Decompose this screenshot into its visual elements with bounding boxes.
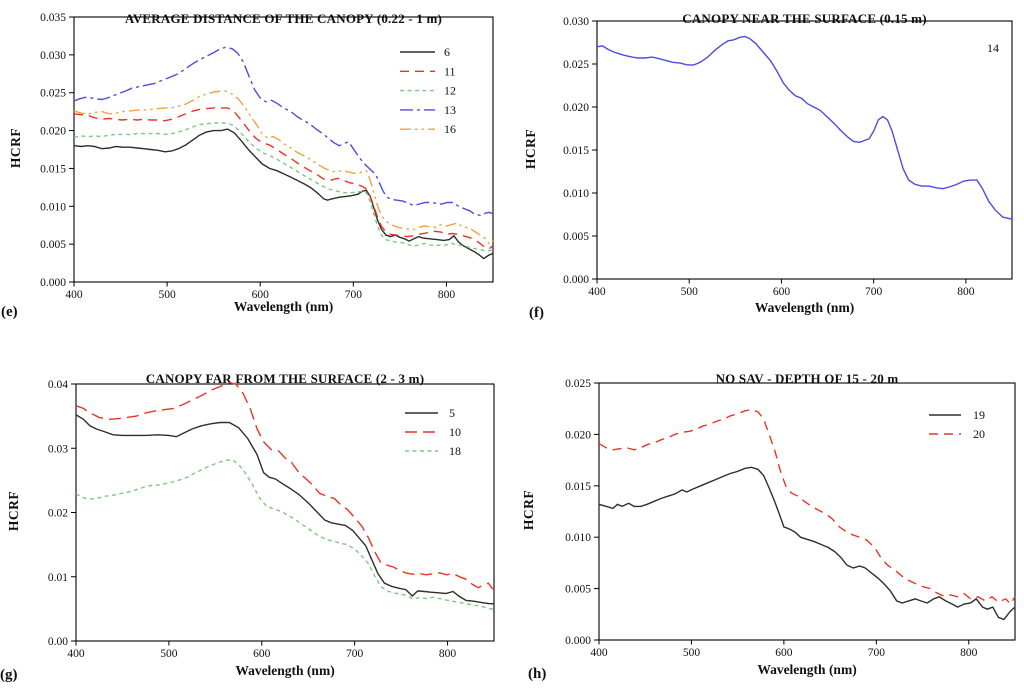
x-tick-label: 600: [775, 647, 793, 659]
y-tick-label: 0.020: [40, 126, 66, 138]
y-tick-label: 0.020: [563, 102, 589, 114]
y-tick-label: 0.025: [565, 378, 591, 390]
x-tick-label: 400: [588, 286, 606, 298]
x-tick-label: 800: [438, 289, 456, 301]
x-tick-label: 400: [65, 289, 83, 301]
plot-area: 400 500 600 700 800 0.000 0.005 0.010 0.015 0.020…: [563, 16, 1013, 298]
y-tick-label: 0.005: [565, 584, 591, 596]
y-tick-label: 0.005: [40, 239, 66, 251]
x-tick-label: 700: [345, 289, 363, 301]
panel-title: AVERAGE DISTANCE OF THE CANOPY (0.22 - 1…: [124, 10, 443, 26]
panel-title: CANOPY NEAR THE SURFACE (0.15 m): [682, 10, 927, 26]
legend-label-16: 16: [444, 122, 456, 136]
series-18-line: [75, 459, 495, 611]
y-tick-label: 0.030: [40, 50, 66, 62]
y-tick-label: 0.020: [565, 429, 591, 441]
series-16-line: [73, 90, 494, 246]
x-axis-label: Wavelength (nm): [233, 299, 334, 314]
x-tick-label: 500: [160, 648, 178, 660]
y-tick-label: 0.030: [563, 16, 589, 28]
plot-area: 400 500 600 700 800 0.000 0.005 0.010 0.015 0.020…: [565, 378, 1016, 659]
x-tick-label: 800: [957, 286, 975, 298]
plot-frame: [75, 383, 495, 642]
y-tick-label: 0.000: [40, 277, 66, 289]
series-6-line: [73, 128, 494, 260]
x-tick-label: 700: [868, 647, 886, 659]
legend-label-19: 19: [973, 408, 985, 422]
y-tick-label: 0.03: [48, 443, 68, 455]
legend-label-5: 5: [449, 406, 455, 420]
legend-label-14: 14: [987, 41, 999, 55]
y-tick-label: 0.01: [48, 572, 68, 584]
x-tick-label: 500: [683, 647, 701, 659]
panel-title: CANOPY FAR FROM THE SURFACE (2 - 3 m): [145, 370, 425, 386]
x-tick-label: 800: [960, 647, 978, 659]
series-20-line: [598, 408, 1016, 606]
x-tick-label: 600: [252, 289, 270, 301]
legend-label-11: 11: [444, 64, 456, 78]
y-tick-label: 0.005: [563, 231, 589, 243]
legend-label-6: 6: [444, 45, 450, 59]
plot-area: 400 500 600 700 800 0.000 0.005 0.010 0.015 0.020…: [40, 12, 494, 301]
y-tick-label: 0.000: [563, 274, 589, 286]
series-19-line: [598, 466, 1016, 621]
x-tick-label: 700: [346, 648, 364, 660]
panel-letter: (f): [529, 305, 544, 321]
plot-frame: [73, 16, 494, 283]
panel-title: NO SAV - DEPTH OF 15 - 20 m: [715, 370, 899, 386]
y-tick-label: 0.025: [563, 59, 589, 71]
series-11-line: [73, 107, 494, 250]
plot-frame: [598, 382, 1016, 641]
y-tick-label: 0.000: [565, 635, 591, 647]
y-tick-label: 0.015: [563, 145, 589, 157]
legend-label-10: 10: [449, 425, 461, 439]
y-tick-label: 0.04: [48, 379, 68, 391]
x-tick-label: 600: [773, 286, 791, 298]
series-10-line: [75, 381, 495, 591]
panel-no-sav: NO SAV - DEPTH OF 15 - 20 m HCRF 400 500 6…: [512, 345, 1024, 689]
series-5-line: [75, 414, 494, 605]
panel-letter: (h): [528, 666, 547, 682]
panel-canopy-far-surface: CANOPY FAR FROM THE SURFACE (2 - 3 m) HC…: [0, 345, 512, 689]
y-tick-label: 0.015: [40, 163, 66, 175]
x-tick-label: 800: [439, 648, 457, 660]
y-tick-label: 0.010: [40, 201, 66, 213]
plot-area: 400 500 600 700 800 0.00 0.01 0.02 0.03 0.04 5 10 18: [48, 379, 495, 660]
y-tick-label: 0.025: [40, 88, 66, 100]
panel-canopy-near-surface: CANOPY NEAR THE SURFACE (0.15 m) HCRF 40…: [512, 0, 1024, 345]
x-tick-label: 600: [253, 648, 271, 660]
x-tick-label: 500: [158, 289, 176, 301]
legend-label-18: 18: [449, 444, 461, 458]
y-tick-label: 0.00: [48, 636, 68, 648]
series-12-line: [73, 122, 494, 252]
y-tick-label: 0.015: [565, 481, 591, 493]
plot-frame: [596, 20, 1013, 280]
x-axis-label: Wavelength (nm): [757, 662, 857, 677]
series-14-line: [596, 35, 1012, 220]
y-tick-label: 0.035: [40, 12, 66, 24]
x-tick-label: 500: [681, 286, 699, 298]
x-tick-label: 400: [590, 647, 608, 659]
panel-letter: (g): [0, 667, 18, 683]
x-tick-label: 700: [865, 286, 883, 298]
x-axis-label: Wavelength (nm): [754, 300, 855, 315]
legend-label-20: 20: [973, 427, 985, 441]
panel-average-distance: AVERAGE DISTANCE OF THE CANOPY (0.22 - 1…: [0, 0, 512, 345]
legend-label-13: 13: [444, 103, 456, 117]
y-tick-label: 0.010: [563, 188, 589, 200]
series-13-line: [73, 46, 494, 217]
y-tick-label: 0.02: [48, 508, 68, 520]
legend-label-12: 12: [444, 84, 456, 98]
x-tick-label: 400: [67, 648, 85, 660]
panel-letter: (e): [1, 304, 18, 320]
y-tick-label: 0.010: [565, 532, 591, 544]
x-axis-label: Wavelength (nm): [235, 663, 335, 678]
